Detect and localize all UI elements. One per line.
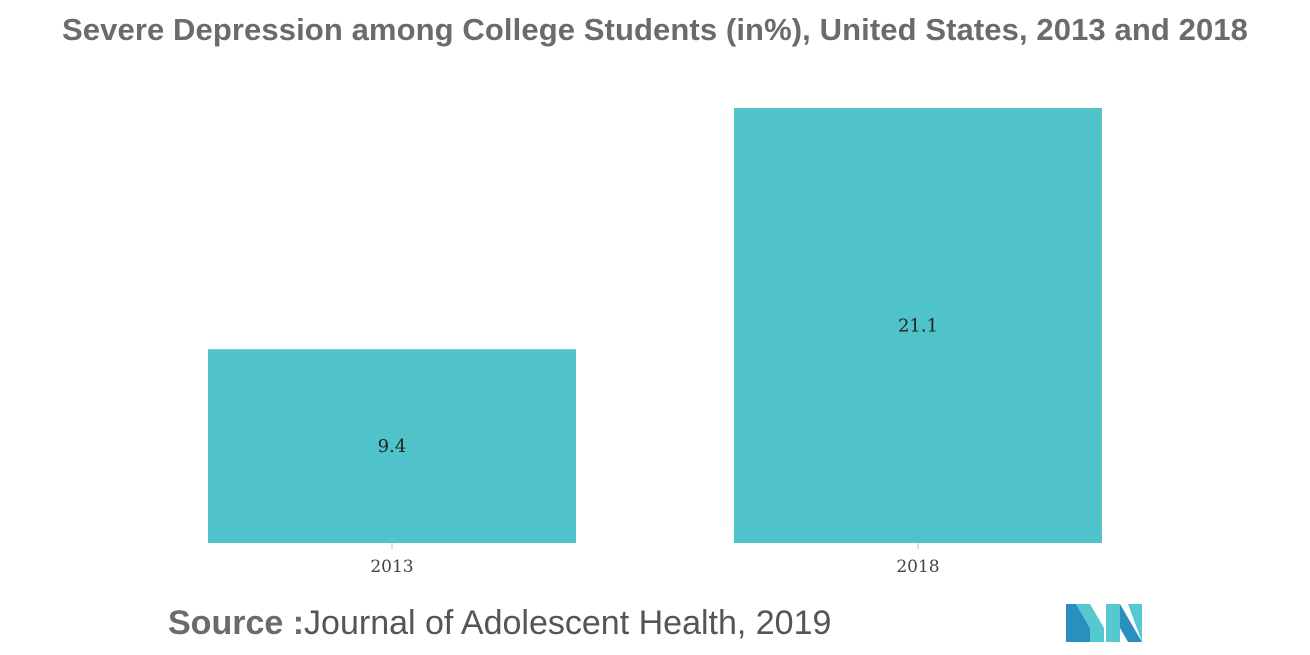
value-labels-group: 9.4 21.1 [378, 316, 938, 458]
value-label-2013: 9.4 [378, 436, 407, 457]
x-axis-ticks-group: 2013 2018 [370, 543, 940, 577]
source-text: Journal of Adolescent Health, 2019 [304, 604, 832, 642]
x-tick-label-2013: 2013 [370, 557, 413, 577]
source-note: Source :Journal of Adolescent Health, 20… [168, 604, 831, 643]
mordor-intelligence-logo-icon [1066, 604, 1142, 642]
bar-2013 [208, 349, 576, 543]
source-prefix: Source : [168, 604, 305, 642]
chart-title: Severe Depression among College Students… [62, 12, 1248, 47]
bars-group [208, 108, 1102, 543]
value-label-2018: 21.1 [898, 316, 938, 337]
x-tick-label-2018: 2018 [896, 557, 939, 577]
bar-2018 [734, 108, 1102, 543]
